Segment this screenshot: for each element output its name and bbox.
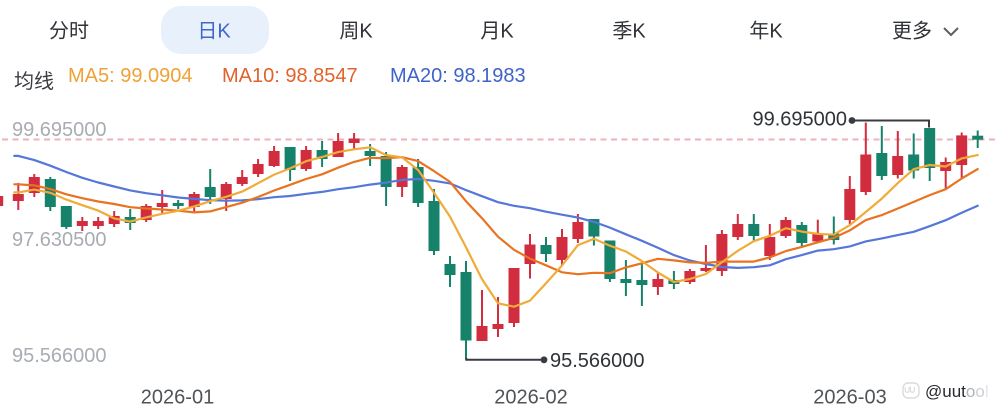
svg-text:99.695000: 99.695000 — [752, 109, 847, 131]
svg-text:95.566000: 95.566000 — [550, 350, 645, 372]
